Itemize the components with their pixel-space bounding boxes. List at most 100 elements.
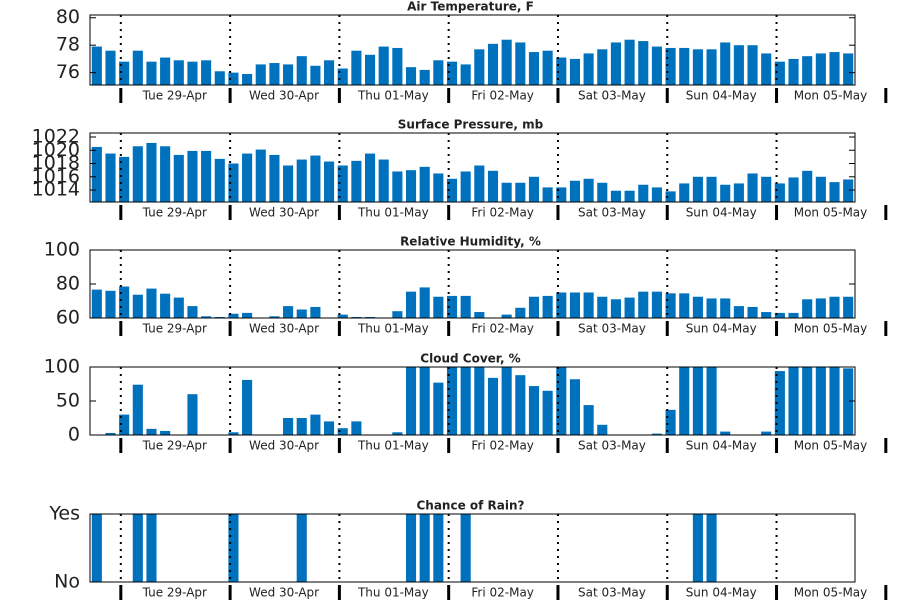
bar [788,177,799,202]
x-tick-label: Fri 02-May [471,89,534,103]
bar [487,43,499,85]
bar [446,178,458,202]
x-tick-label: Wed 30-Apr [249,89,319,103]
y-tick-label: 0 [68,424,80,446]
x-tick-label: Sun 04-May [686,586,757,600]
bar [324,161,335,202]
bar [720,298,731,318]
bar [487,377,499,435]
axes-box [89,249,856,319]
bar [119,414,130,435]
bar [337,165,348,202]
bar [569,379,581,435]
bar [706,49,717,85]
bar [173,154,184,202]
bar [146,61,157,85]
bar [119,286,130,318]
bar [269,63,280,85]
bar [788,312,799,318]
bar [296,514,307,582]
bar [761,431,772,435]
x-tick-label: Wed 30-Apr [249,586,319,600]
bar [201,316,212,318]
bar [378,46,389,85]
bar [296,159,307,202]
bar [761,176,772,202]
bar [132,50,143,85]
bar [364,153,376,202]
bar [91,46,102,85]
bar [283,306,294,318]
x-tick-label: Fri 02-May [471,206,534,220]
bar [296,309,307,318]
y-tick-label: 80 [56,6,80,28]
x-tick-label: Tue 29-Apr [142,206,207,220]
bar [460,295,471,318]
bar [119,61,130,85]
bar [351,160,362,202]
bar [528,386,540,435]
bar [228,514,239,582]
x-tick-label: Wed 30-Apr [249,206,319,220]
bar [324,421,335,435]
bar [160,293,171,318]
x-tick-label: Wed 30-Apr [249,322,319,336]
bar [583,53,594,85]
x-tick-label: Sun 04-May [686,439,757,453]
bar [405,514,417,582]
y-tick-label: 1014 [32,179,80,201]
bar [597,296,608,318]
x-tick-label: Mon 05-May [794,586,868,600]
bar [528,176,540,202]
bar [105,153,116,202]
bar [815,176,826,202]
bar [255,64,266,85]
bar [761,312,772,318]
bar [665,47,676,85]
bar [392,311,403,318]
bar [815,298,826,318]
x-tick-label: Thu 01-May [357,586,429,600]
bar [228,163,239,202]
x-tick-label: Thu 01-May [357,89,429,103]
bar [91,289,102,318]
bar [392,47,403,85]
bar [132,384,143,435]
bar [255,149,266,202]
x-tick-label: Mon 05-May [794,439,868,453]
bar [201,150,212,202]
bar [474,165,485,202]
x-tick-label: Fri 02-May [471,322,534,336]
bar [706,298,717,318]
bar [214,158,225,202]
bar [446,61,458,85]
bar [515,375,526,435]
bar [501,182,512,202]
bar [132,294,143,318]
x-tick-label: Thu 01-May [357,206,429,220]
bar [433,60,444,85]
bar [242,379,253,435]
bar [706,176,717,202]
bar [160,57,171,85]
bar [610,190,621,202]
x-tick-label: Sat 03-May [578,322,646,336]
bar [569,180,581,202]
bar [173,297,184,318]
bar [405,367,417,435]
x-tick-label: Mon 05-May [794,89,868,103]
bar [296,418,307,435]
bar [501,314,512,318]
x-tick-label: Sun 04-May [686,206,757,220]
bar [460,64,471,85]
bar [283,165,294,202]
bar [774,183,785,202]
bar [160,430,171,435]
bar [692,49,703,85]
bar [146,514,157,582]
bar [583,292,594,318]
bar [160,146,171,202]
bar [802,367,813,435]
bar [720,431,731,435]
